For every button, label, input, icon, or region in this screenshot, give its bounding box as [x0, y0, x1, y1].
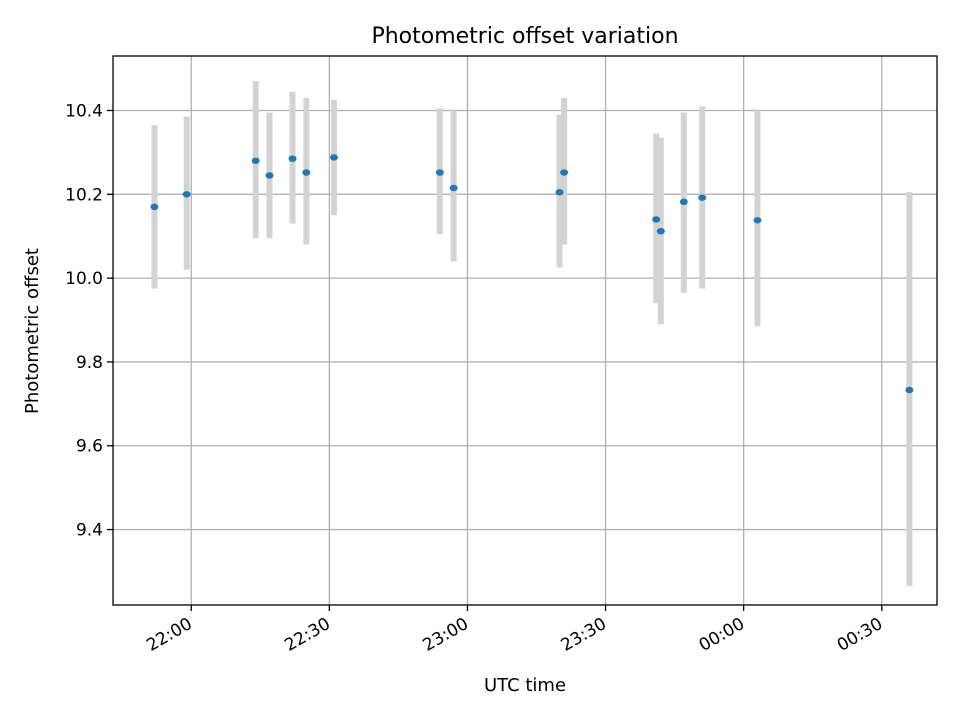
y-tick-label: 9.8 [76, 353, 103, 373]
data-point [698, 194, 707, 201]
data-point [679, 198, 688, 206]
data-point [302, 169, 311, 176]
grid [113, 56, 937, 605]
data-point [652, 216, 661, 223]
data-point [449, 184, 458, 192]
data-point [329, 154, 338, 161]
x-tick-label: 23:00 [420, 614, 472, 656]
y-tick-label: 9.4 [76, 521, 103, 541]
data-point [560, 169, 569, 176]
y-tick-label: 9.6 [76, 437, 103, 457]
y-axis-label: Photometric offset [22, 248, 43, 414]
data-point [251, 157, 260, 164]
x-tick-label: 00:30 [834, 614, 886, 656]
y-tick-label: 10.2 [65, 185, 103, 205]
y-tick-label: 10.4 [65, 101, 103, 121]
x-axis-label: UTC time [484, 675, 566, 696]
data-point [656, 227, 665, 235]
data-points [150, 154, 914, 394]
data-point [182, 191, 191, 198]
data-point [905, 386, 914, 394]
y-tick-label: 10.0 [65, 269, 103, 289]
error-bars [151, 81, 913, 587]
data-point [435, 169, 444, 176]
x-tick-label: 22:30 [281, 614, 333, 656]
plot-frame [112, 55, 938, 606]
data-point [555, 189, 564, 196]
x-tick-label: 00:00 [696, 614, 748, 656]
data-point [265, 172, 274, 179]
data-point [288, 155, 297, 162]
data-point [150, 203, 159, 211]
data-point [753, 217, 762, 224]
x-tick-label: 23:30 [558, 614, 610, 656]
chart-title: Photometric offset variation [371, 24, 678, 49]
x-tick-label: 22:00 [143, 614, 195, 656]
